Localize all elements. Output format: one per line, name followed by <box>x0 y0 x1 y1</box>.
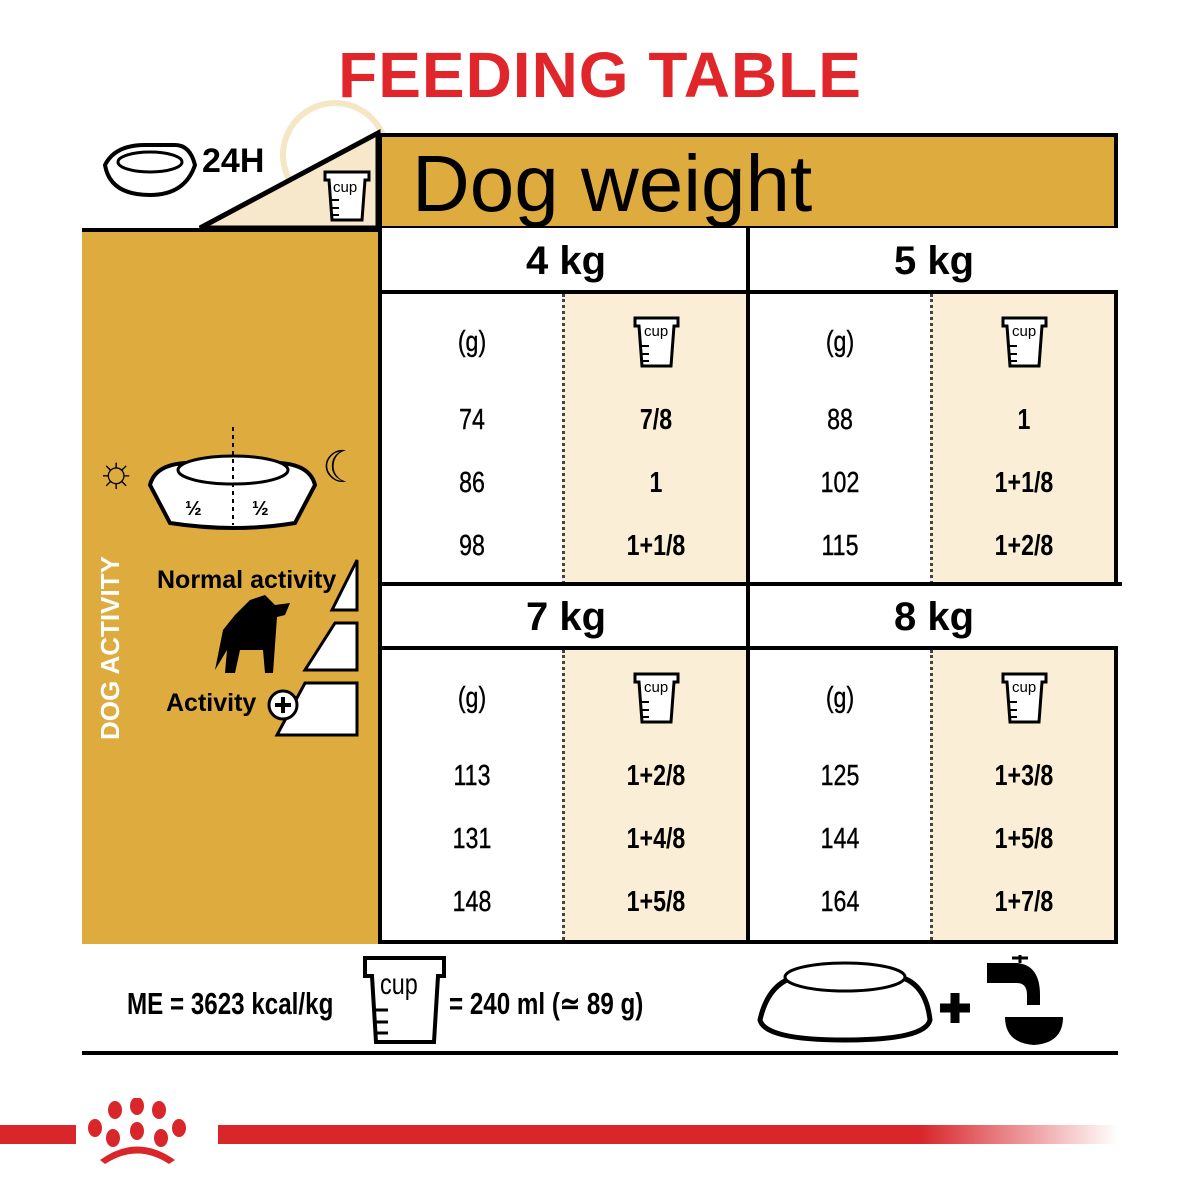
grams-value: 131 <box>452 823 492 855</box>
cup-label: cup <box>333 179 358 196</box>
cup-value: 1+2/8 <box>626 760 686 792</box>
divider <box>82 1051 1118 1055</box>
weight-block: 7 kg (g) cup 113 1+2/8 131 1+4/8 148 1+5/8 <box>382 584 750 940</box>
cup-value: 7/8 <box>639 404 673 436</box>
normal-activity-label: Normal activity <box>157 566 337 594</box>
moon-icon: ☾ <box>322 443 362 492</box>
activity-plus-label: Activity <box>166 689 257 717</box>
cup-value: 1+3/8 <box>994 760 1054 792</box>
cup-label: cup <box>1012 679 1037 696</box>
weight-label: 8 kg <box>750 584 1118 650</box>
bowl-water-icon <box>757 955 1063 1045</box>
cup-value: 1+5/8 <box>626 886 686 918</box>
cup-icon <box>633 672 680 724</box>
weight-block: 5 kg (g) cup 88 1 102 1+1/8 115 1+2/8 <box>750 228 1118 584</box>
feeding-grid: 4 kg (g) cup 74 7/8 86 1 98 1+1/8 5 kg (g) … <box>378 228 1122 944</box>
weight-block: 8 kg (g) cup 125 1+3/8 144 1+5/8 164 1+7/8 <box>750 584 1118 940</box>
weight-label: 4 kg <box>382 228 750 294</box>
weight-block: 4 kg (g) cup 74 7/8 86 1 98 1+1/8 <box>382 228 750 584</box>
grams-value: 102 <box>820 467 860 499</box>
weight-label: 7 kg <box>382 584 750 650</box>
cup-value: 1 <box>649 467 663 499</box>
cup-value: 1+1/8 <box>994 467 1054 499</box>
energy-value: ME = 3623 kcal/kg <box>127 986 334 1021</box>
cup-label: cup <box>380 968 418 1001</box>
cup-icon <box>1001 316 1048 368</box>
period-label: 24H <box>202 142 265 180</box>
cup-icon <box>323 170 371 222</box>
grams-header: (g) <box>825 682 855 714</box>
dog-weight-title: Dog weight <box>412 139 813 228</box>
dog-weight-header: Dog weight <box>378 133 1118 230</box>
grams-value: 88 <box>827 404 853 436</box>
half-left: ½ <box>185 498 202 520</box>
column-divider <box>746 228 750 944</box>
grams-value: 86 <box>459 467 485 499</box>
brand-bar-left <box>0 1125 76 1144</box>
cup-value: 1+2/8 <box>994 530 1054 562</box>
dog-activity-label: DOG ACTIVITY <box>95 556 125 740</box>
grams-value: 125 <box>820 760 860 792</box>
grams-value: 113 <box>453 760 491 792</box>
cup-value: 1+5/8 <box>994 823 1054 855</box>
activity-panel <box>82 228 380 944</box>
brand-bar <box>218 1125 1118 1144</box>
grams-value: 98 <box>459 530 485 562</box>
cup-icon <box>363 956 446 1044</box>
page-title: FEEDING TABLE <box>338 39 862 111</box>
cup-label: cup <box>644 323 669 340</box>
grams-header: (g) <box>457 326 487 358</box>
split-bowl-icon <box>147 427 318 530</box>
cup-icon <box>633 316 680 368</box>
half-right: ½ <box>252 498 269 520</box>
sun-icon: ☼ <box>96 447 137 496</box>
cup-value: 1+7/8 <box>994 886 1054 918</box>
grams-header: (g) <box>457 682 487 714</box>
cup-value: 1+1/8 <box>626 530 686 562</box>
row-divider <box>382 582 1122 586</box>
cup-equivalence: = 240 ml (≃ 89 g) <box>449 986 644 1021</box>
cup-value: 1 <box>1017 404 1031 436</box>
cup-value: 1+4/8 <box>626 823 686 855</box>
grams-value: 74 <box>459 404 485 436</box>
grams-value: 115 <box>821 530 859 562</box>
cup-icon <box>1001 672 1048 724</box>
activity-levels-icon <box>215 559 359 737</box>
royal-canin-crown-logo <box>88 1098 186 1164</box>
grams-header: (g) <box>825 326 855 358</box>
grams-value: 144 <box>820 823 860 855</box>
cup-label: cup <box>1012 323 1037 340</box>
grams-value: 164 <box>820 886 860 918</box>
cup-label: cup <box>644 679 669 696</box>
grams-value: 148 <box>452 886 492 918</box>
weight-label: 5 kg <box>750 228 1118 294</box>
